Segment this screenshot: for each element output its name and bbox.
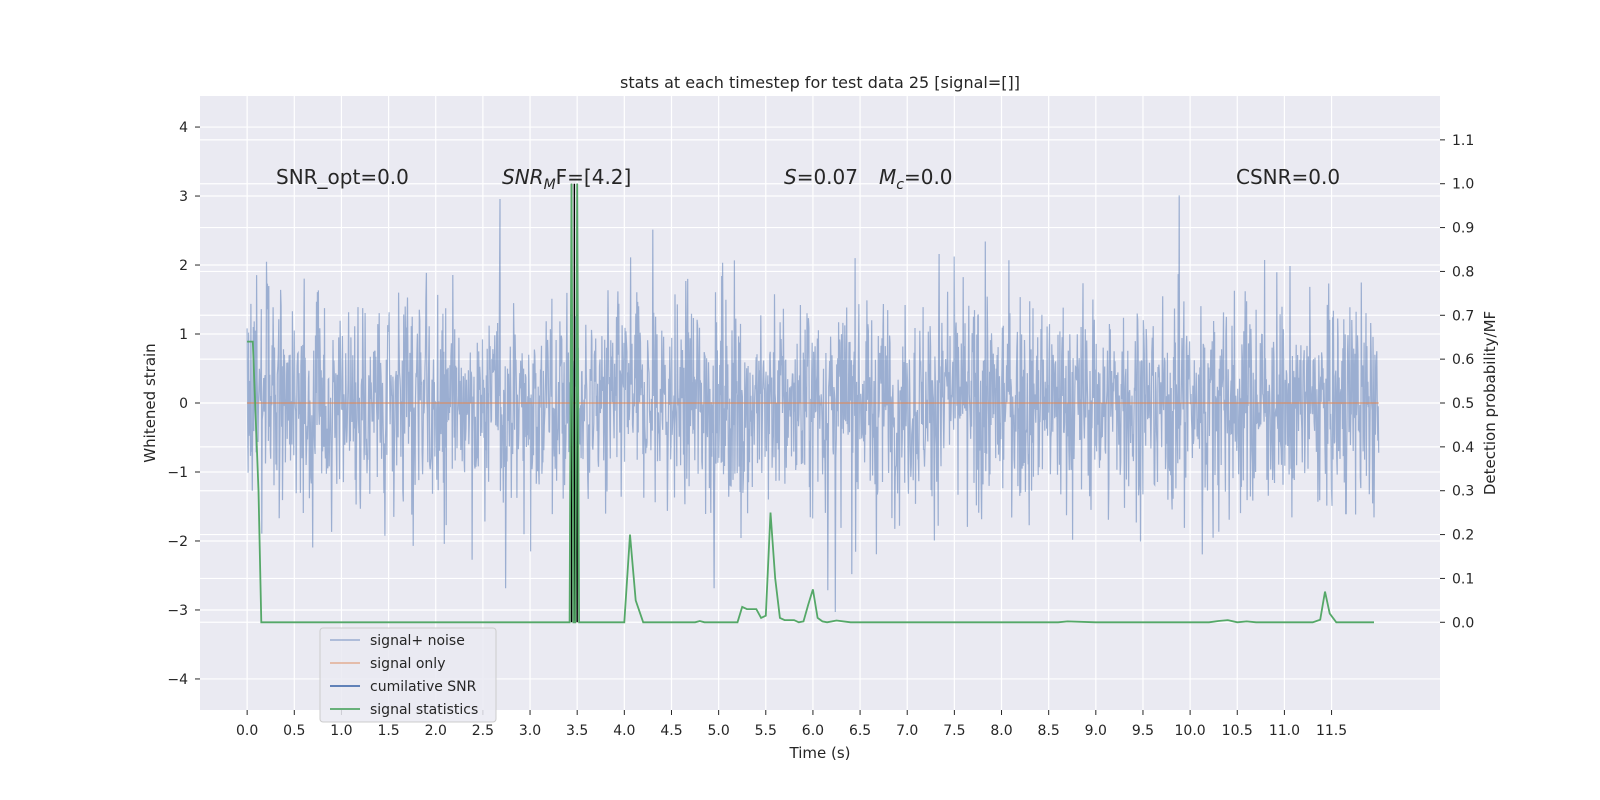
x-tick-label: 2.5 (472, 723, 494, 739)
y-left-tick-label: 2 (179, 258, 188, 274)
y-right-tick-label: 0.2 (1452, 528, 1474, 544)
y-right-tick-label: 0.0 (1452, 615, 1474, 631)
x-tick-label: 5.5 (755, 723, 777, 739)
y-left-tick-label: 3 (179, 189, 188, 205)
x-tick-label: 6.5 (849, 723, 871, 739)
y-right-tick-label: 0.9 (1452, 221, 1474, 237)
x-axis-ticks: 0.0 0.5 1.0 1.5 2.0 2.5 3.0 3.5 4.0 4.5 5.0 5.5 6.0 6… (236, 710, 1347, 739)
x-tick-label: 3.0 (519, 723, 541, 739)
annotation-s: S=0.07 (784, 165, 858, 189)
x-tick-label: 7.5 (943, 723, 965, 739)
series-signal-statistics (247, 183, 1374, 624)
y-axis-left-title: Whitened strain (141, 343, 159, 462)
y-right-tick-label: 0.6 (1452, 352, 1474, 368)
y-right-tick-label: 0.4 (1452, 440, 1474, 456)
annotation-mc-sub: c (896, 177, 904, 193)
x-tick-label: 4.0 (613, 723, 635, 739)
x-tick-label: 8.0 (990, 723, 1012, 739)
y-left-tick-label: −1 (167, 465, 188, 481)
y-axis-right-ticks: 0.0 0.1 0.2 0.3 0.4 0.5 0.6 0.7 0.8 0.9 1.0 1.1 (1440, 133, 1474, 631)
y-left-tick-label: −2 (167, 534, 188, 550)
x-axis-title: Time (s) (789, 744, 851, 762)
annotation-s-label: S (784, 165, 797, 189)
y-right-tick-label: 1.0 (1452, 177, 1474, 193)
legend-label-signal-only: signal only (370, 656, 445, 672)
x-tick-label: 9.0 (1085, 723, 1107, 739)
x-tick-label: 10.5 (1222, 723, 1253, 739)
y-right-tick-label: 0.3 (1452, 484, 1474, 500)
y-right-tick-label: 0.7 (1452, 308, 1474, 324)
legend-label-cumulative: cumilative SNR (370, 679, 477, 695)
y-right-tick-label: 0.8 (1452, 264, 1474, 280)
x-tick-label: 4.5 (660, 723, 682, 739)
x-tick-label: 0.5 (283, 723, 305, 739)
annotation-mc-label: M (879, 165, 896, 189)
chart-title: stats at each timestep for test data 25 … (620, 73, 1020, 92)
annotation-mc-value: =0.0 (904, 165, 953, 189)
x-tick-label: 1.0 (330, 723, 352, 739)
x-tick-label: 11.5 (1316, 723, 1347, 739)
y-left-tick-label: 0 (179, 396, 188, 412)
x-tick-label: 11.0 (1269, 723, 1300, 739)
x-tick-label: 6.0 (802, 723, 824, 739)
y-right-tick-label: 1.1 (1452, 133, 1474, 149)
legend-label-stats: signal statistics (370, 702, 478, 718)
y-left-tick-label: −3 (167, 603, 188, 619)
legend-box (319, 627, 497, 723)
annotation-snr-mf: SNRMF=[4.2] (502, 165, 631, 193)
y-axis-left-ticks: −4 −3 −2 −1 0 1 2 3 4 (167, 120, 200, 688)
y-right-tick-label: 0.1 (1452, 571, 1474, 587)
y-right-tick-label: 0.5 (1452, 396, 1474, 412)
annotations: SNR_opt=0.0 SNRMF=[4.2] S=0.07 Mc=0.0 CS… (276, 165, 1340, 193)
x-tick-label: 0.0 (236, 723, 258, 739)
y-axis-right-title: Detection probability/MF (1481, 311, 1499, 495)
x-tick-label: 10.0 (1175, 723, 1206, 739)
x-tick-label: 2.0 (425, 723, 447, 739)
x-tick-label: 5.0 (707, 723, 729, 739)
x-tick-label: 9.5 (1132, 723, 1154, 739)
annotation-snr-opt: SNR_opt=0.0 (276, 165, 409, 189)
x-tick-label: 1.5 (377, 723, 399, 739)
annotation-snr-mf-prefix: SNR (502, 165, 544, 189)
annotation-snr-mf-suffix: F=[4.2] (556, 165, 632, 189)
plot-layer (246, 183, 1380, 624)
annotation-snr-mf-sub: M (544, 177, 556, 193)
y-left-tick-label: 1 (179, 327, 188, 343)
x-tick-label: 8.5 (1038, 723, 1060, 739)
legend-label-noise: signal+ noise (370, 633, 465, 649)
annotation-mc: Mc=0.0 (879, 165, 953, 193)
legend: signal+ noise signal only cumilative SNR… (319, 627, 497, 723)
annotation-csnr: CSNR=0.0 (1236, 165, 1340, 189)
y-left-tick-label: −4 (167, 672, 188, 688)
y-left-tick-label: 4 (179, 120, 188, 136)
x-tick-label: 3.5 (566, 723, 588, 739)
x-tick-label: 7.0 (896, 723, 918, 739)
annotation-s-value: =0.07 (797, 165, 858, 189)
